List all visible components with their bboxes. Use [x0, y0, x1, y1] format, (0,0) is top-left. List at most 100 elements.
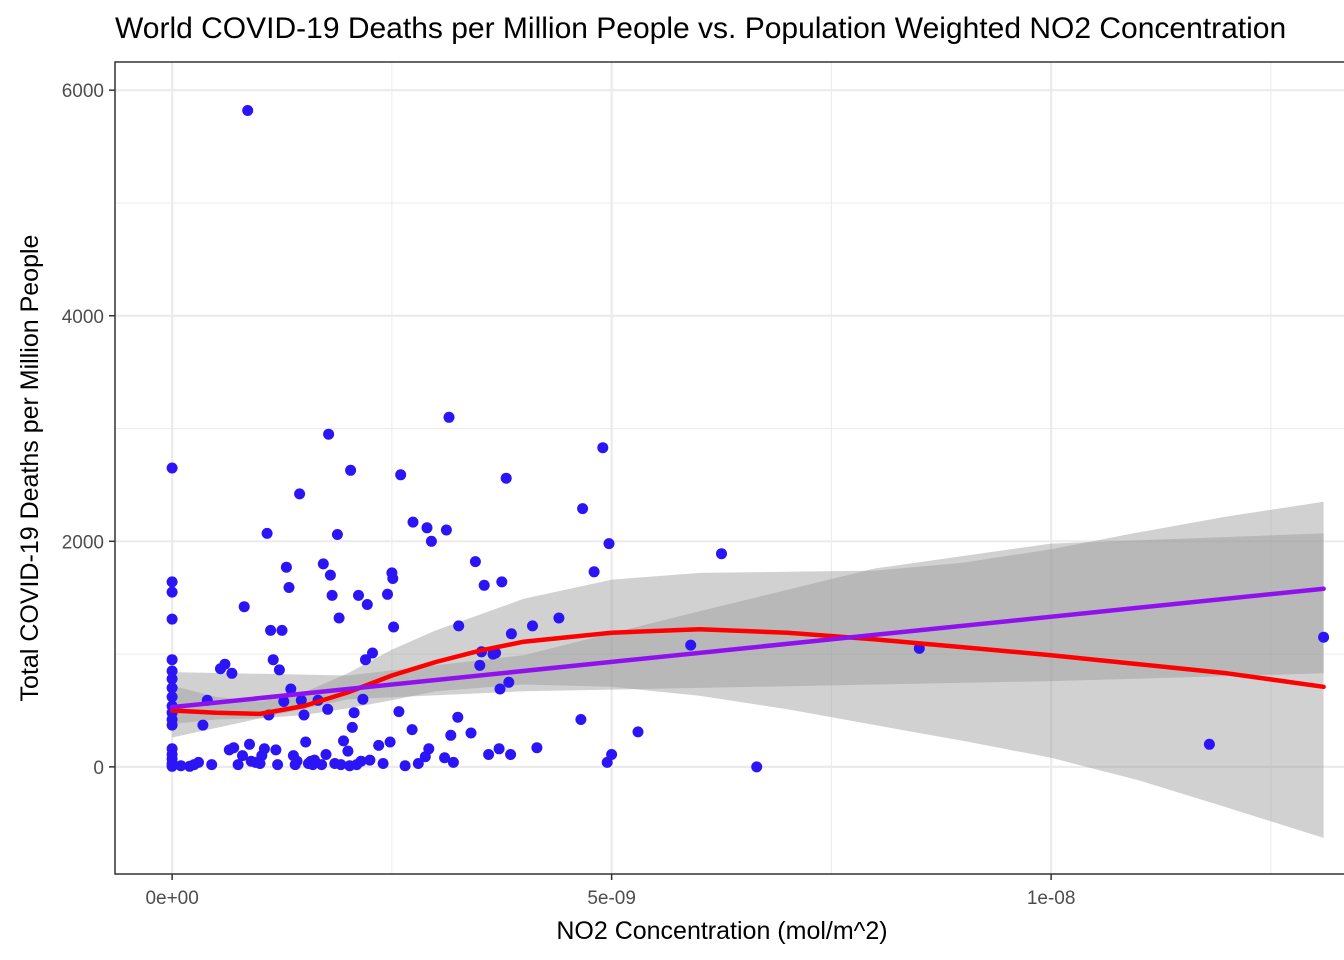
data-point — [483, 749, 495, 760]
data-point — [553, 612, 565, 624]
data-point — [232, 759, 244, 771]
data-point — [685, 639, 697, 651]
data-point — [317, 558, 329, 570]
data-point — [326, 589, 338, 601]
data-point — [606, 749, 618, 760]
data-point — [505, 628, 517, 640]
data-point — [393, 706, 405, 718]
data-point — [316, 759, 328, 771]
data-point — [500, 472, 512, 484]
data-point — [166, 719, 178, 731]
data-point — [575, 714, 587, 725]
data-point — [166, 673, 178, 685]
grid-minor — [115, 62, 1344, 874]
data-point — [445, 729, 457, 741]
data-point — [493, 743, 505, 755]
data-point — [226, 667, 238, 679]
data-point — [166, 586, 178, 598]
data-point — [382, 588, 393, 600]
data-point — [265, 624, 277, 636]
data-point — [242, 105, 254, 116]
data-point — [395, 469, 407, 481]
data-point — [197, 719, 209, 731]
data-point — [474, 659, 486, 671]
data-point — [298, 709, 310, 721]
data-point — [447, 756, 459, 768]
data-point — [335, 759, 347, 771]
x-axis: 0e+00 5e-09 1e-08 — [145, 874, 1075, 909]
data-point — [276, 624, 288, 636]
data-point — [273, 664, 285, 676]
data-point — [294, 488, 306, 500]
loess-confidence-band — [172, 501, 1324, 838]
data-point — [505, 749, 517, 760]
data-point — [348, 707, 360, 719]
data-point — [333, 612, 345, 624]
data-point — [406, 724, 418, 736]
grid-major — [115, 62, 1344, 874]
data-point — [425, 535, 437, 547]
chart-title: World COVID-19 Deaths per Million People… — [115, 12, 1286, 45]
data-point — [377, 758, 389, 769]
data-point — [258, 743, 270, 755]
data-point — [388, 621, 400, 633]
linear-confidence-band — [172, 533, 1324, 738]
data-point — [322, 703, 334, 715]
data-point — [407, 516, 419, 528]
y-tick-label: 6000 — [62, 81, 104, 102]
panel-border — [114, 61, 1344, 875]
data-point — [423, 743, 435, 755]
data-point — [244, 738, 255, 750]
data-point — [270, 744, 282, 756]
data-point — [364, 754, 376, 766]
data-point — [355, 755, 367, 767]
data-point — [272, 759, 284, 771]
data-point — [439, 752, 451, 764]
linear-fit-line — [169, 586, 1326, 710]
data-point — [452, 711, 464, 723]
data-point — [280, 561, 292, 573]
y-tick-label: 0 — [93, 758, 104, 779]
data-point — [443, 411, 455, 423]
plot-panel — [115, 62, 1344, 874]
data-point — [751, 761, 763, 773]
data-point — [503, 676, 515, 688]
data-point — [1318, 631, 1330, 643]
data-point — [421, 522, 433, 534]
data-point — [300, 736, 312, 748]
data-point — [367, 647, 378, 659]
data-point — [527, 620, 538, 632]
data-point — [603, 538, 615, 550]
data-point — [338, 735, 349, 747]
data-point — [261, 527, 273, 539]
data-point — [295, 694, 307, 706]
data-point — [469, 556, 481, 568]
data-point — [323, 428, 335, 440]
y-axis-title: Total COVID-19 Deaths per Million People — [16, 235, 44, 702]
data-point — [531, 742, 543, 754]
loess-fit-line — [169, 627, 1326, 717]
confidence-bands — [172, 501, 1324, 838]
data-point — [357, 693, 369, 705]
data-point — [577, 503, 589, 515]
data-point — [494, 683, 506, 695]
data-point — [166, 462, 178, 474]
y-axis: 0 2000 4000 6000 — [62, 81, 115, 779]
data-point — [353, 589, 364, 601]
data-point — [440, 524, 452, 536]
data-point — [285, 683, 297, 695]
data-point — [320, 749, 332, 760]
data-point — [267, 654, 279, 666]
data-point — [166, 760, 178, 772]
data-point — [346, 721, 358, 733]
data-point — [219, 658, 231, 670]
data-point — [166, 665, 178, 677]
x-tick-label: 5e-09 — [587, 888, 636, 909]
data-point — [465, 727, 477, 739]
data-point — [331, 529, 343, 540]
data-point — [387, 573, 399, 584]
y-tick-label: 2000 — [62, 532, 104, 553]
data-point — [166, 576, 178, 588]
data-point — [324, 569, 336, 581]
